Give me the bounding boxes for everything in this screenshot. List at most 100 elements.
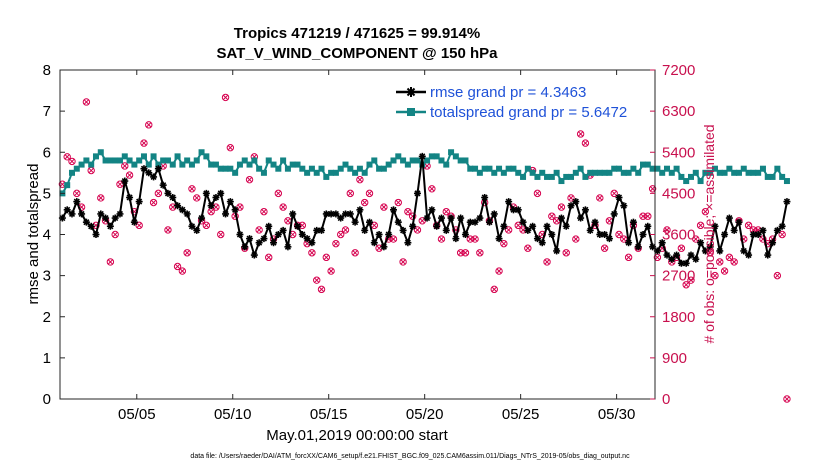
obs-assimilated-marker-b (285, 218, 291, 224)
obs-assimilated-marker-b (779, 231, 785, 238)
totalspread-point (299, 165, 306, 172)
totalspread-point (409, 157, 416, 164)
rmse-point (581, 206, 589, 214)
rmse-star-d2 (471, 219, 479, 226)
obs-assimilated-marker-b (309, 250, 315, 256)
obs-possible-marker (730, 258, 738, 266)
totalspread-point (726, 165, 733, 172)
obs-possible-marker (145, 121, 153, 129)
obs-count-point (543, 258, 551, 266)
totalspread-point (136, 157, 143, 164)
obs-count-point (188, 185, 196, 193)
left-tick-label: 5 (43, 185, 51, 202)
obs-possible-marker (97, 194, 105, 202)
totalspread-point (121, 153, 128, 160)
obs-possible-marker (418, 217, 426, 225)
rmse-star-d2 (174, 202, 181, 209)
rmse-point (524, 226, 532, 234)
rmse-star-d2 (702, 247, 709, 255)
obs-count-point (504, 226, 513, 234)
obs-assimilated-marker-b (549, 213, 555, 219)
totalspread-point (697, 178, 704, 185)
rmse-star-d2 (448, 214, 455, 222)
obs-assimilated-marker-b (721, 268, 728, 274)
rmse-star-d2 (400, 227, 407, 234)
totalspread-point (155, 161, 162, 168)
y-axis-label-left: rmse and totalspread (25, 164, 42, 305)
obs-count-point (696, 221, 705, 230)
obs-possible-marker (644, 212, 652, 220)
totalspread-point (83, 157, 90, 164)
obs-possible-marker (193, 194, 201, 202)
totalspread-point (625, 169, 632, 176)
obs-count-point (644, 212, 652, 220)
obs-assimilated-marker-b (371, 222, 377, 229)
obs-possible-marker (514, 221, 522, 230)
obs-assimilated-marker-b (515, 222, 521, 229)
rmse-point (92, 231, 100, 238)
rmse-star-d2 (764, 251, 771, 259)
obs-assimilated-marker-b (649, 186, 656, 192)
rmse-star-d2 (64, 206, 71, 213)
rmse-star-d2 (332, 210, 339, 218)
obs-count-point (351, 249, 359, 257)
obs-possible-marker (154, 189, 163, 198)
rmse-point (270, 239, 278, 247)
totalspread-point (740, 165, 747, 172)
rmse-point (188, 222, 196, 230)
obs-assimilated-marker-b (112, 231, 118, 238)
rmse-point (394, 218, 402, 226)
totalspread-point (433, 153, 440, 160)
obs-count-point (365, 189, 374, 198)
rmse-point (548, 231, 556, 238)
obs-assimilated-marker-b (160, 163, 166, 169)
rmse-point (380, 243, 388, 251)
obs-count-point (677, 244, 686, 252)
rmse-point (658, 239, 666, 247)
totalspread-point (783, 178, 790, 185)
rmse-star-d2 (678, 260, 685, 267)
obs-count-point (418, 217, 426, 225)
obs-assimilated-marker-b (395, 199, 401, 206)
rmse-star-d2 (390, 206, 397, 213)
obs-count-point (149, 198, 158, 207)
totalspread-point (222, 165, 229, 172)
obs-possible-marker (140, 139, 148, 147)
totalspread-point (227, 165, 234, 172)
rmse-star-d2 (572, 198, 579, 205)
rmse-point (745, 251, 753, 259)
obs-possible-marker (188, 185, 196, 193)
totalspread-point (73, 165, 80, 172)
plot-area (60, 70, 655, 399)
totalspread-point (476, 169, 483, 176)
obs-possible-marker (399, 258, 407, 266)
obs-possible-marker (408, 212, 417, 220)
obs-possible-marker (332, 239, 340, 248)
totalspread-point (380, 165, 387, 172)
rmse-star-d2 (112, 214, 119, 222)
rmse-point (783, 198, 791, 206)
totalspread-point (452, 153, 459, 160)
rmse-point (562, 222, 570, 230)
totalspread-point (572, 169, 579, 176)
obs-count-point (461, 249, 470, 257)
obs-assimilated-marker-b (338, 231, 344, 238)
x-axis: 05/05 05/10 05/15 05/20 05/25 05/30 (118, 70, 635, 423)
obs-possible-marker (68, 157, 76, 166)
rmse-star-d2 (515, 206, 522, 213)
rmse-point (260, 235, 268, 243)
obs-count-point (73, 189, 81, 198)
rmse-point (102, 214, 110, 222)
rmse-star-d2 (735, 219, 743, 226)
rmse-star-d2 (280, 227, 287, 234)
obs-count-point (495, 267, 503, 275)
rmse-point (222, 210, 230, 218)
totalspread-point (649, 165, 656, 172)
totalspread-point (188, 161, 195, 168)
rmse-point (466, 218, 474, 226)
obs-possible-marker (279, 203, 287, 211)
totalspread-point (337, 165, 344, 172)
totalspread-point (769, 173, 776, 180)
totalspread-point (721, 169, 728, 176)
rmse-star-d2 (534, 235, 541, 242)
